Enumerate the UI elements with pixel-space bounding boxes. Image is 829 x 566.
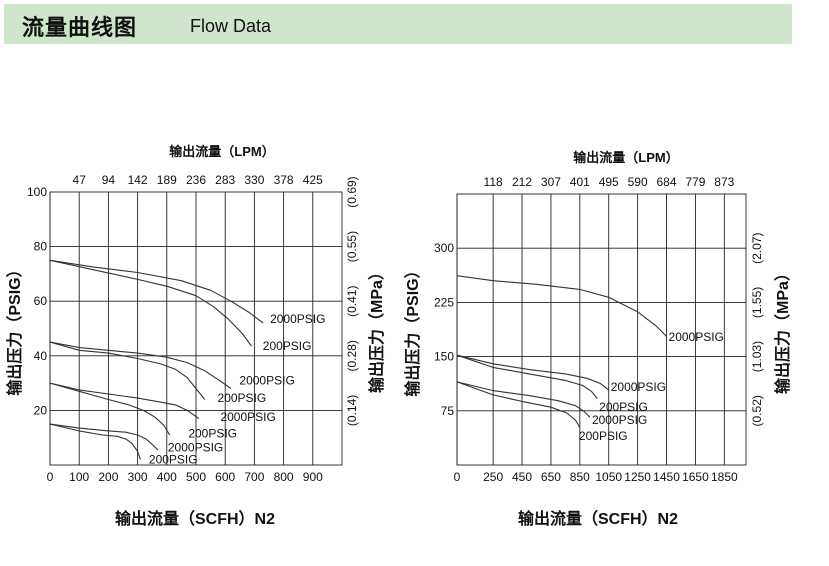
y-tick-label: 60 xyxy=(34,294,48,308)
section-title-chinese: 流量曲线图 xyxy=(22,16,138,41)
series-label: 200PSIG xyxy=(218,391,267,405)
x2-tick-label: 236 xyxy=(186,173,206,187)
x2-tick-label: 189 xyxy=(157,173,177,187)
x-tick-label: 200 xyxy=(98,470,118,484)
x2-tick-label: 590 xyxy=(628,175,648,189)
x2-tick-label: 779 xyxy=(685,175,705,189)
y2-tick-label: (1.03) xyxy=(750,341,764,372)
x-tick-label: 700 xyxy=(244,470,264,484)
x2-tick-label: 495 xyxy=(599,175,619,189)
series-label: 2000PSIG xyxy=(669,330,724,344)
x-tick-label: 1450 xyxy=(653,470,680,484)
series-label: 200PSIG xyxy=(263,339,312,353)
x-tick-label: 600 xyxy=(215,470,235,484)
series-line xyxy=(456,275,667,337)
x2-tick-label: 118 xyxy=(484,175,503,189)
series-label: 200PSIG xyxy=(188,427,237,441)
series-label: 2000PSIG xyxy=(270,312,325,326)
series-label: 200PSIG xyxy=(579,429,628,443)
x-tick-label: 450 xyxy=(512,470,532,484)
series-label: 2000PSIG xyxy=(168,440,223,454)
x-tick-label: 1650 xyxy=(682,470,709,484)
y-tick-label: 80 xyxy=(34,240,48,254)
x2-tick-label: 94 xyxy=(102,173,116,187)
x-tick-label: 0 xyxy=(454,470,461,484)
series-line xyxy=(456,354,610,391)
x-axis-title: 输出流量（SCFH）N2 xyxy=(115,509,275,528)
x2-tick-label: 330 xyxy=(244,173,264,187)
y-axis-title: 输出压力（PSIG） xyxy=(403,262,422,396)
x-axis-title: 输出流量（SCFH）N2 xyxy=(518,509,678,528)
y-tick-label: 20 xyxy=(34,403,48,417)
series-label: 200PSIG xyxy=(149,453,198,467)
x2-tick-label: 307 xyxy=(541,175,561,189)
y2-tick-label: (0.55) xyxy=(345,231,359,262)
x-tick-label: 1250 xyxy=(624,470,651,484)
x2-axis-title: 输出流量（LPM） xyxy=(169,144,274,159)
y2-tick-label: (0.28) xyxy=(345,340,359,371)
x-tick-label: 0 xyxy=(47,470,54,484)
x-tick-label: 850 xyxy=(570,470,590,484)
series-line xyxy=(456,381,591,418)
series-line xyxy=(49,259,264,324)
series-label: 2000PSIG xyxy=(220,410,275,424)
x2-tick-label: 283 xyxy=(215,173,235,187)
x2-tick-label: 684 xyxy=(657,175,677,189)
x2-tick-label: 425 xyxy=(303,173,323,187)
x-tick-label: 1850 xyxy=(711,470,738,484)
x-tick-label: 1050 xyxy=(595,470,622,484)
y2-axis-title: 输出压力（MPa） xyxy=(367,264,386,393)
x-tick-label: 300 xyxy=(128,470,148,484)
series-line xyxy=(49,382,171,436)
section-title-english: Flow Data xyxy=(190,16,272,36)
x-tick-label: 650 xyxy=(541,470,561,484)
y-tick-label: 75 xyxy=(441,404,455,418)
section-header-bar: 流量曲线图 Flow Data xyxy=(4,4,792,44)
x-tick-label: 100 xyxy=(69,470,89,484)
series-line xyxy=(49,341,206,400)
y-tick-label: 150 xyxy=(434,350,454,364)
y-tick-label: 40 xyxy=(34,349,48,363)
series-line xyxy=(49,423,159,451)
x2-tick-label: 401 xyxy=(570,175,590,189)
series-label: 200PSIG xyxy=(599,400,648,414)
x-tick-label: 800 xyxy=(274,470,294,484)
y-tick-label: 100 xyxy=(27,185,47,199)
x-tick-label: 400 xyxy=(157,470,177,484)
x2-tick-label: 47 xyxy=(73,173,87,187)
x2-tick-label: 142 xyxy=(128,173,148,187)
grid-lines xyxy=(49,191,343,466)
x-tick-label: 900 xyxy=(303,470,323,484)
x-tick-label: 250 xyxy=(483,470,503,484)
x2-tick-label: 873 xyxy=(714,175,734,189)
series-label: 2000PSIG xyxy=(592,413,647,427)
x2-axis-title: 输出流量（LPM） xyxy=(573,150,678,165)
y2-axis-title: 输出压力（MPa） xyxy=(773,265,792,394)
y-axis-title: 输出压力（PSIG） xyxy=(5,261,24,395)
grid-lines xyxy=(456,193,747,466)
y2-tick-label: (0.14) xyxy=(345,395,359,426)
series-line xyxy=(456,381,581,428)
y2-tick-label: (1.55) xyxy=(750,287,764,318)
y2-tick-label: (0.52) xyxy=(750,395,764,426)
series-line xyxy=(49,259,252,347)
y2-tick-label: (2.07) xyxy=(750,233,764,264)
y-tick-label: 225 xyxy=(434,295,454,309)
x2-tick-label: 212 xyxy=(512,175,532,189)
y2-tick-label: (0.69) xyxy=(345,176,359,207)
series-label: 2000PSIG xyxy=(611,380,666,394)
series-line xyxy=(49,382,200,420)
y-tick-label: 300 xyxy=(434,241,454,255)
y2-tick-label: (0.41) xyxy=(345,286,359,317)
x-tick-label: 500 xyxy=(186,470,206,484)
series-line xyxy=(456,354,598,399)
series-label: 2000PSIG xyxy=(239,373,294,387)
x2-tick-label: 378 xyxy=(274,173,294,187)
series-line xyxy=(49,341,232,390)
series-line xyxy=(49,423,142,460)
